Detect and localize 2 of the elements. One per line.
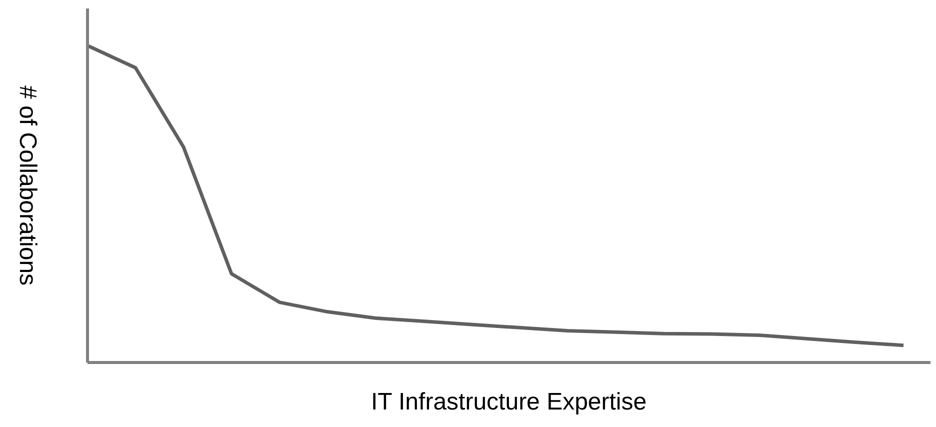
y-axis-title: # of Collaborations bbox=[14, 85, 41, 286]
x-axis-title: IT Infrastructure Expertise bbox=[370, 388, 647, 416]
